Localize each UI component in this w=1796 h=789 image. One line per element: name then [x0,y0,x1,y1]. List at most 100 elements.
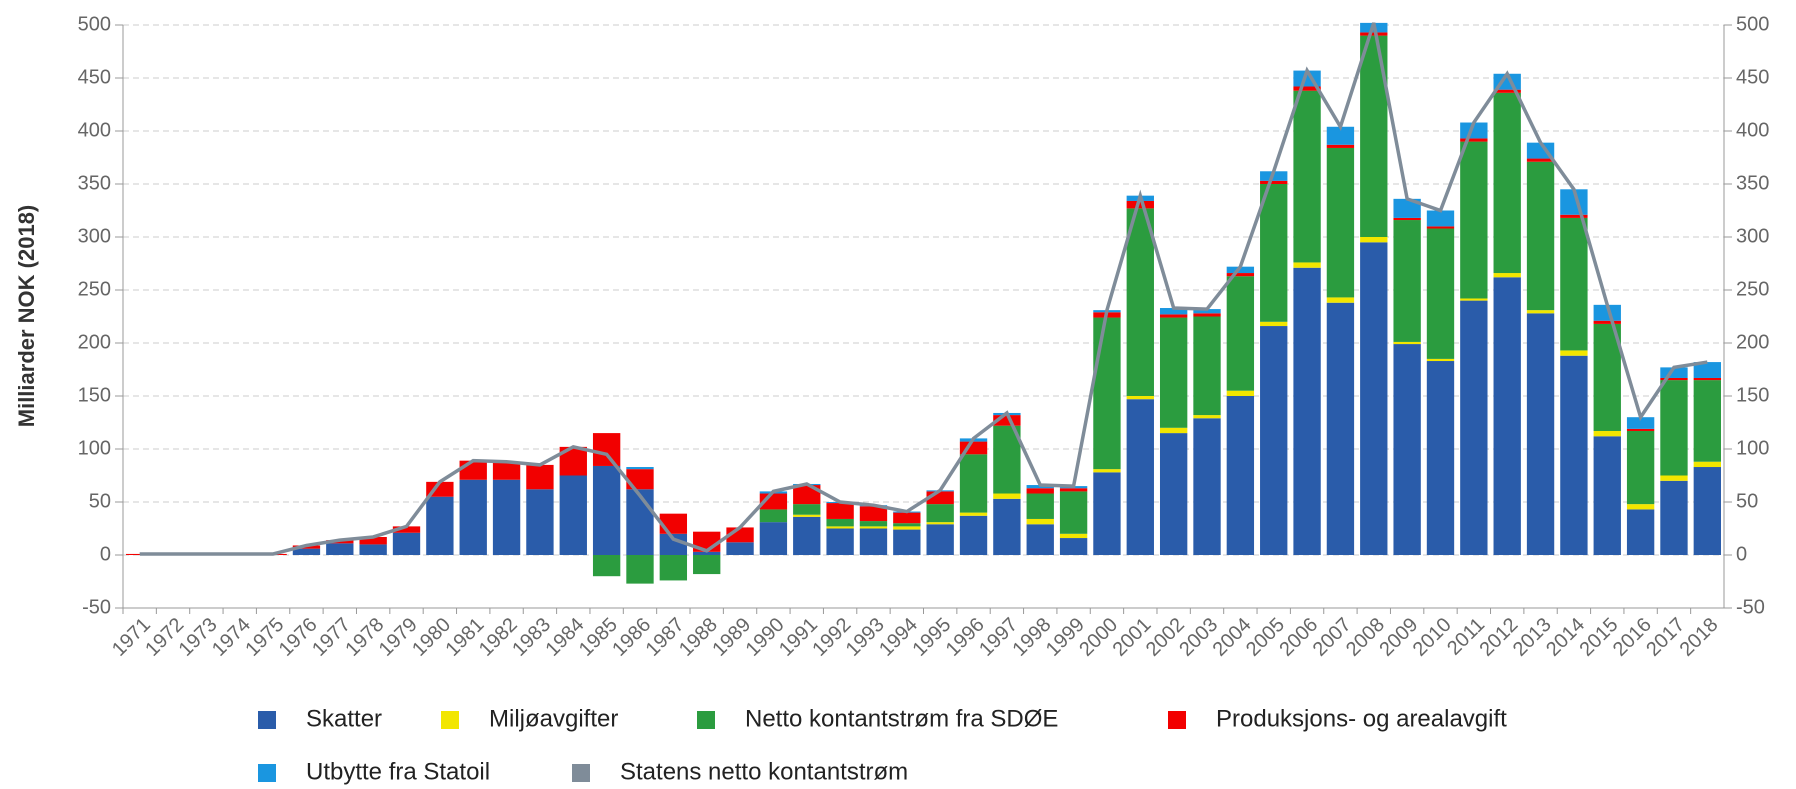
bar [1326,297,1355,303]
bar [726,542,754,555]
bar [1393,198,1421,218]
legend-label: Miljøavgifter [489,705,618,732]
bar [1393,220,1421,342]
y-tick-label: 400 [78,119,111,141]
bar [1660,377,1688,381]
bar [1493,273,1521,278]
bar [1526,313,1555,555]
bar [1593,430,1621,437]
bar [1626,504,1655,510]
bar [1059,491,1088,534]
bar [1226,276,1255,391]
bar [859,506,888,522]
bar [1293,90,1321,263]
y2-tick-label: -50 [1736,596,1765,618]
bar [1626,509,1655,555]
bar [759,522,788,555]
bar [1226,396,1255,555]
bar [1393,344,1421,555]
bar [693,555,721,575]
bar [326,543,354,555]
bar [859,528,888,555]
bar [1360,32,1388,36]
bar [993,493,1021,499]
y-tick-label: 0 [100,543,111,565]
y-tick-label: 50 [89,490,111,512]
bar [1460,138,1488,142]
bar [459,460,487,480]
y2-tick-label: 500 [1736,13,1769,35]
bar [1326,144,1355,148]
bar [826,503,854,519]
y2-tick-label: 50 [1736,490,1758,512]
bar [592,433,621,466]
bar [1660,367,1688,378]
bar [1159,433,1188,555]
y-tick-label: -50 [82,596,111,618]
bar [793,514,821,517]
y2-tick-label: 400 [1736,119,1769,141]
bar [1460,300,1488,555]
bar [1426,358,1455,362]
legend-swatch [572,764,590,782]
bar [893,529,921,555]
legend-label: Statens netto kontantstrøm [620,758,908,785]
bar [526,489,554,555]
bar [1193,415,1221,419]
bar [1360,242,1388,556]
bar [1660,475,1688,481]
bar [993,425,1021,494]
bar [459,479,487,555]
bar [826,526,854,529]
bar [659,555,688,581]
bar [1426,210,1455,227]
y2-tick-label: 0 [1736,543,1747,565]
bar [1326,126,1355,145]
bar [859,526,888,529]
bar [1293,86,1321,91]
bar [1660,480,1688,555]
legend-swatch [1168,711,1186,729]
bar [1326,147,1355,298]
bar [893,523,921,527]
bar [1026,488,1054,494]
bar [1593,320,1621,324]
legend-label: Netto kontantstrøm fra SDØE [745,705,1058,732]
bar [392,526,421,533]
bar [1126,399,1154,555]
bar [826,528,854,555]
bar [893,526,921,530]
bar [1493,277,1521,555]
bar [1126,396,1154,400]
bar [1693,467,1721,555]
x-tick-label: 2018 [1676,614,1723,661]
bar [1693,362,1721,378]
bar [1693,380,1721,462]
bar [993,498,1021,555]
bar [1560,214,1588,218]
bar [959,512,988,516]
bar [626,489,654,555]
bar [1626,430,1655,505]
bar [1593,304,1621,321]
bar [1593,323,1621,431]
bar [292,548,321,555]
bar [1560,350,1588,356]
bar [1026,524,1054,555]
bar [492,479,521,555]
bar [926,524,954,555]
bar [1326,302,1355,555]
bar [1460,122,1488,139]
bar [1460,298,1488,301]
bar [592,465,621,555]
bar [1693,461,1721,468]
bar [1526,158,1555,162]
bar [959,454,988,513]
bar [1260,321,1288,327]
bar [1260,180,1288,184]
bar [1193,418,1221,555]
bar [893,512,921,524]
bar [426,496,454,555]
bar [626,467,654,470]
